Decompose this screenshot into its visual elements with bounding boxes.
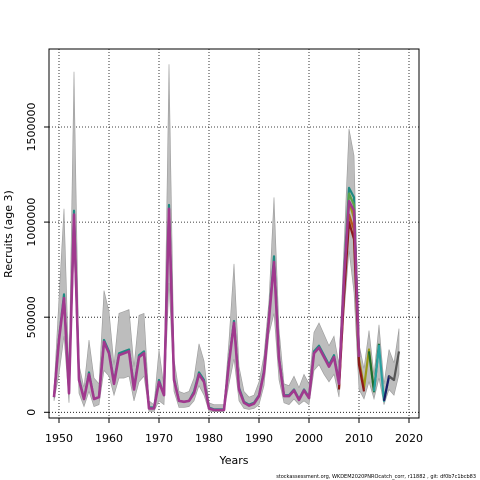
x-tick-label: 1950 bbox=[45, 432, 73, 445]
series-lines bbox=[52, 186, 401, 412]
y-axis-title: Recruits (age 3) bbox=[2, 190, 15, 278]
caption: stockassessment.org, WKDEM2020PNROcatch_… bbox=[276, 474, 476, 480]
x-tick-label: 1960 bbox=[95, 432, 123, 445]
y-tick-label: 1500000 bbox=[25, 102, 38, 151]
x-tick-label: 1990 bbox=[245, 432, 273, 445]
y-tick-label: 500000 bbox=[25, 296, 38, 338]
y-tick-label: 0 bbox=[25, 409, 38, 416]
plot-frame bbox=[48, 48, 420, 419]
x-tick-label: 2010 bbox=[345, 432, 373, 445]
y-axis: 0 500000 1000000 1500000 bbox=[25, 102, 49, 416]
series-line bbox=[52, 199, 361, 412]
x-tick-label: 1980 bbox=[195, 432, 223, 445]
x-axis-title: Years bbox=[218, 454, 248, 467]
x-tick-label: 1970 bbox=[145, 432, 173, 445]
x-tick-label: 2000 bbox=[295, 432, 323, 445]
y-tick-label: 1000000 bbox=[25, 198, 38, 247]
x-axis: 1950 1960 1970 1980 1990 2000 2010 2020 bbox=[45, 418, 423, 445]
x-tick-label: 2020 bbox=[395, 432, 423, 445]
series-line bbox=[388, 351, 401, 382]
